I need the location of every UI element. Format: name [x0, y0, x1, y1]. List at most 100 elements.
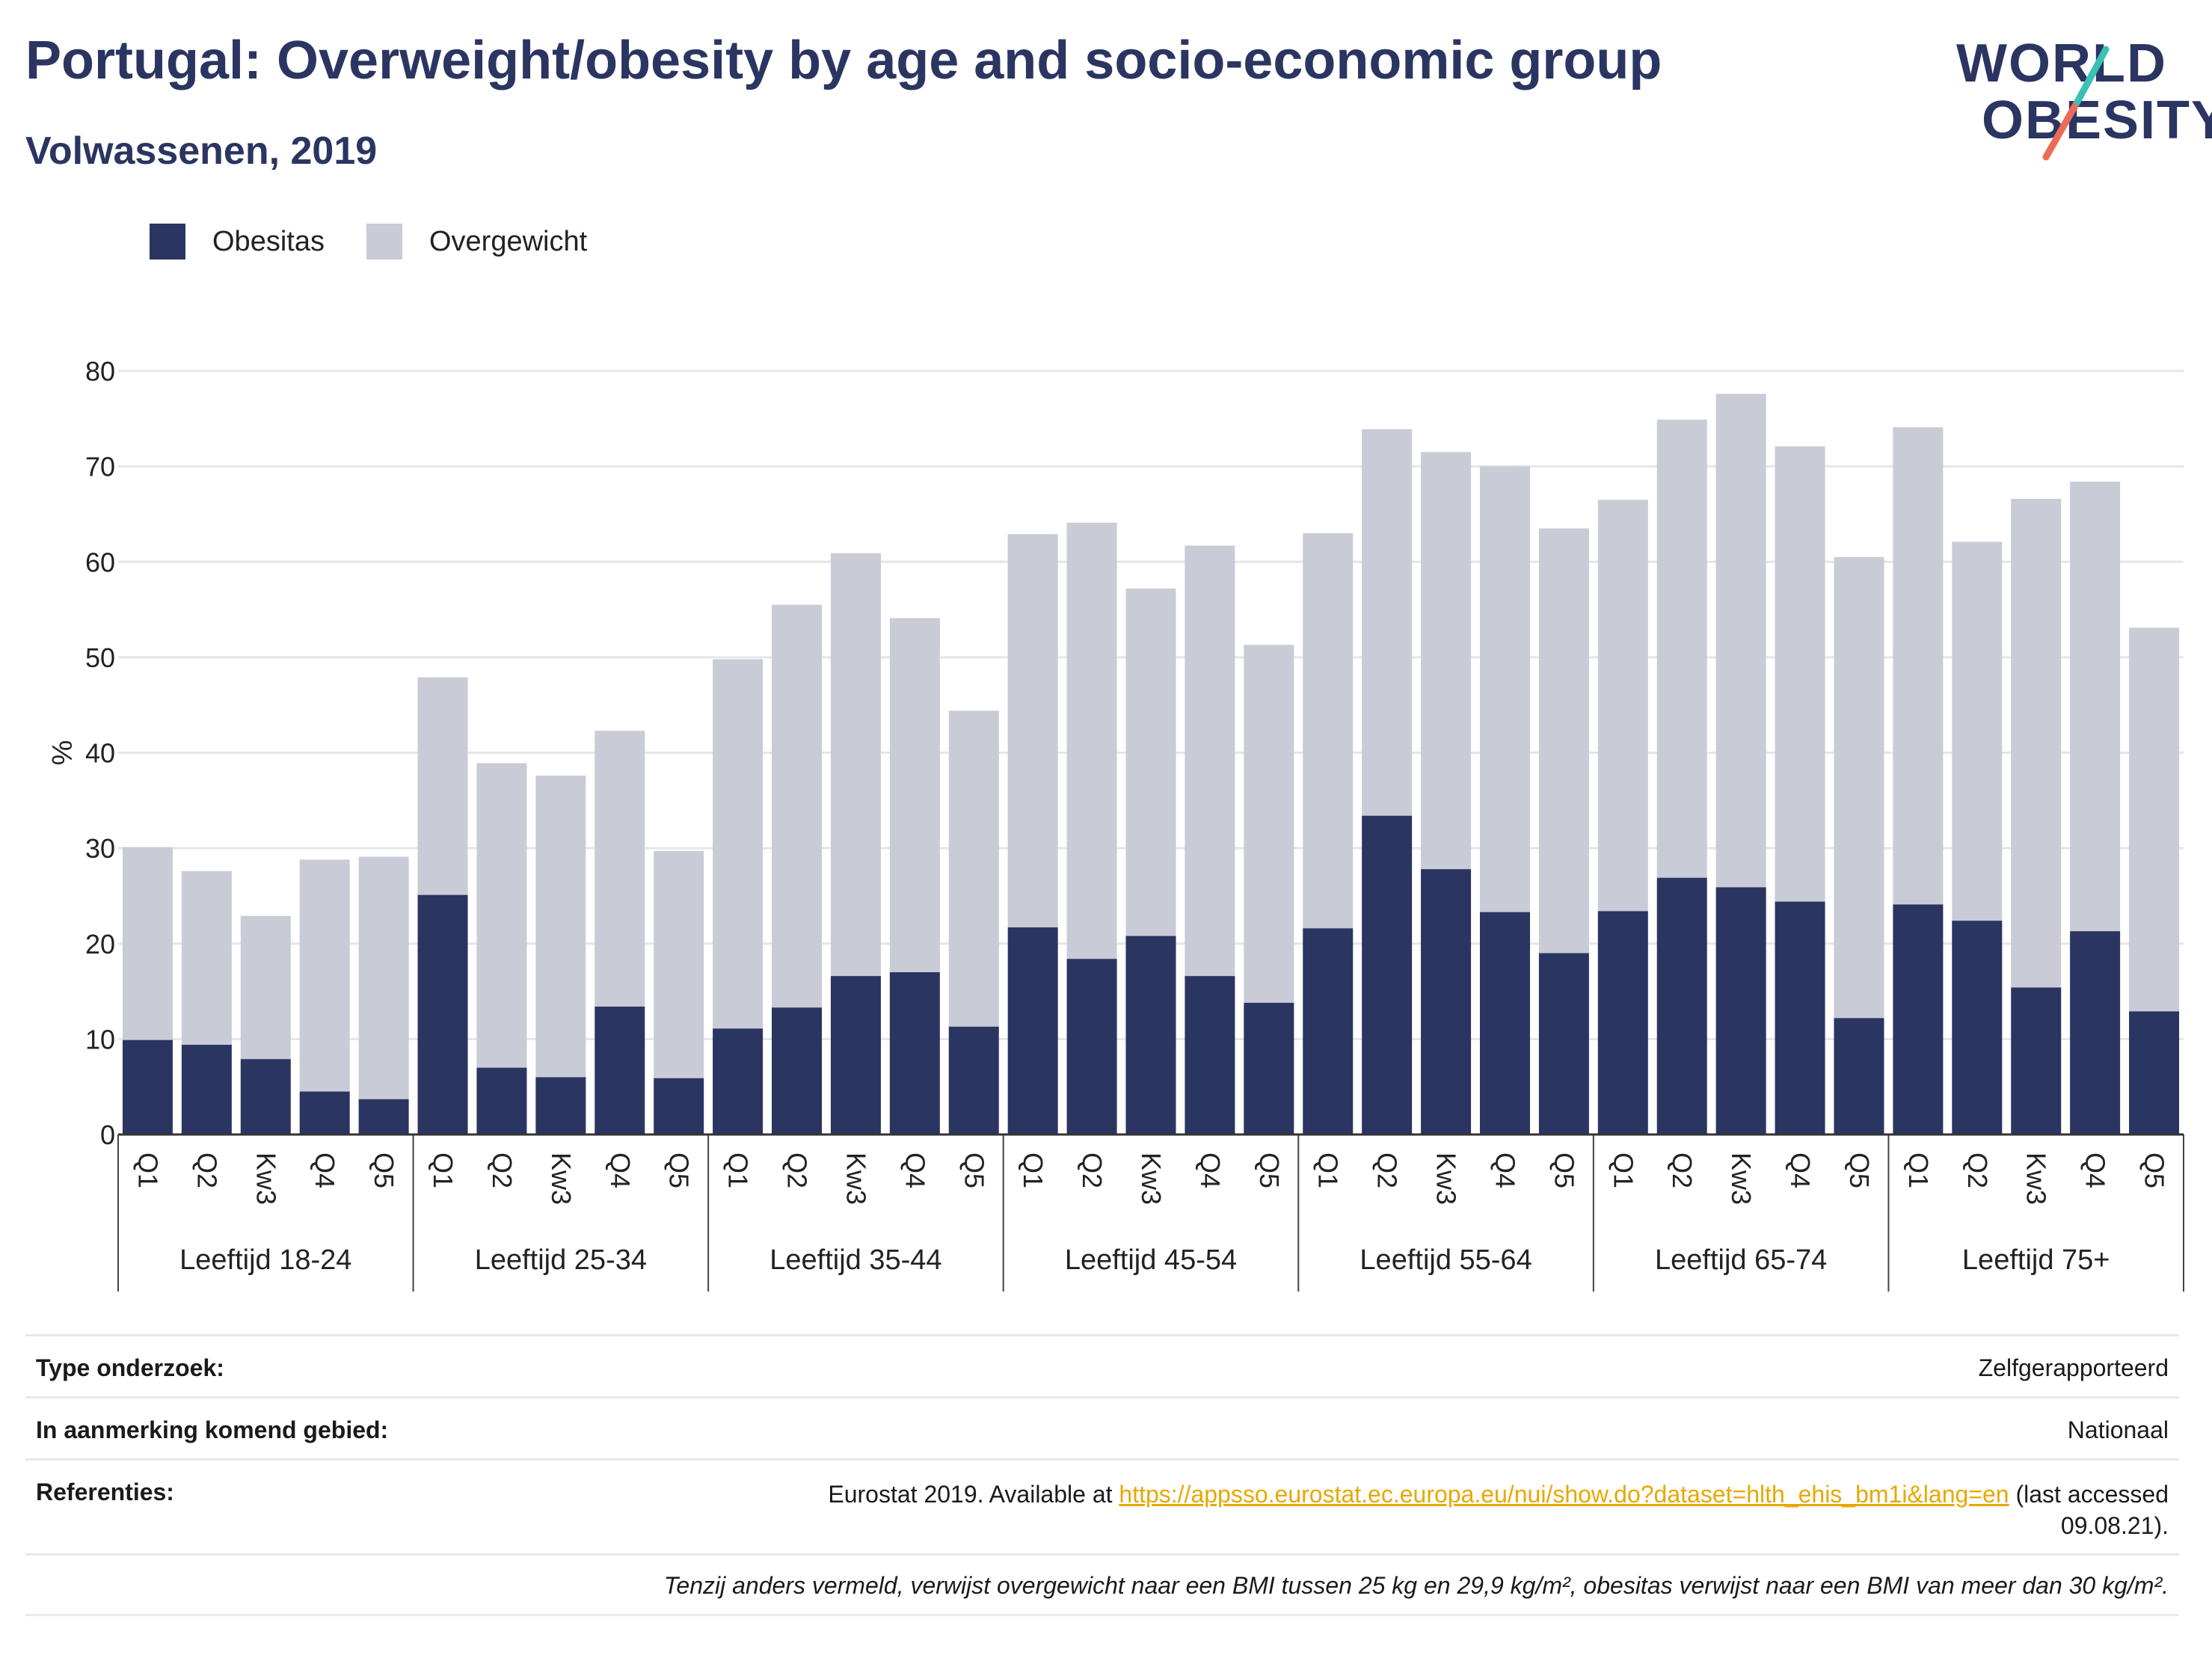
definition-note: Tenzij anders vermeld, verwijst overgewi…	[663, 1572, 2169, 1599]
x-tick-label: Kw3	[841, 1152, 871, 1205]
x-tick-label: Kw3	[1431, 1152, 1462, 1205]
bar-overgewicht	[1066, 522, 1117, 959]
bar-obesitas	[1244, 1002, 1294, 1134]
bar-obesitas	[1125, 936, 1176, 1134]
x-tick-label: Q4	[2080, 1152, 2111, 1188]
x-tick-label: Q5	[1254, 1152, 1285, 1188]
x-tick-label: Q1	[1313, 1152, 1344, 1188]
bar-overgewicht	[358, 856, 409, 1099]
bar-overgewicht	[1479, 466, 1530, 912]
bar-overgewicht	[1715, 393, 1766, 888]
bar-obesitas	[1185, 976, 1235, 1134]
bar-obesitas	[417, 894, 468, 1134]
y-tick-label: 50	[85, 642, 115, 673]
bar-overgewicht	[1007, 534, 1058, 928]
y-tick-label: 80	[85, 356, 115, 387]
logo-text-line2: OBESITY	[1982, 90, 2212, 150]
bar-overgewicht	[948, 710, 999, 1027]
reference-link[interactable]: https://appsso.eurostat.ec.europa.eu/nui…	[1119, 1481, 2009, 1508]
bar-overgewicht	[1834, 556, 1884, 1019]
info-value-type: Zelfgerapporteerd	[1978, 1354, 2169, 1381]
x-tick-label: Q1	[1018, 1152, 1048, 1188]
bar-obesitas	[772, 1007, 823, 1134]
y-tick-label: 70	[85, 452, 115, 482]
bar-obesitas	[476, 1067, 527, 1134]
info-value-area: Nationaal	[2067, 1416, 2169, 1443]
bar-overgewicht	[830, 553, 881, 977]
bar-obesitas	[240, 1059, 291, 1134]
x-tick-label: Q2	[1077, 1152, 1107, 1188]
bar-overgewicht	[654, 850, 704, 1078]
bar-overgewicht	[889, 618, 940, 973]
x-tick-label: Q4	[1785, 1152, 1816, 1188]
bar-obesitas	[1479, 912, 1530, 1134]
x-tick-label: Q2	[1372, 1152, 1403, 1188]
bar-overgewicht	[1125, 588, 1176, 936]
bar-overgewicht	[535, 776, 586, 1078]
chart-title: Portugal: Overweight/obesity by age and …	[25, 31, 1662, 90]
chart-subtitle: Volwassenen, 2019	[25, 129, 378, 173]
bar-obesitas	[1893, 904, 1944, 1134]
x-tick-label: Kw3	[2021, 1152, 2052, 1205]
legend-item-overgewicht: Overgewicht	[366, 224, 587, 260]
bar-overgewicht	[240, 915, 291, 1060]
bar-overgewicht	[713, 659, 764, 1029]
bar-overgewicht	[1656, 420, 1707, 878]
group-label: Leeftijd 45-54	[1065, 1244, 1237, 1276]
bar-obesitas	[535, 1077, 586, 1134]
x-tick-label: Q5	[1549, 1152, 1579, 1188]
bar-obesitas	[181, 1045, 232, 1134]
y-tick-label: 40	[85, 738, 115, 769]
bar-obesitas	[948, 1026, 999, 1134]
bar-obesitas	[1066, 959, 1117, 1134]
x-tick-label: Q5	[664, 1152, 695, 1188]
info-row-references: Referenties: Eurostat 2019. Available at…	[25, 1458, 2179, 1553]
bar-overgewicht	[2011, 499, 2062, 988]
y-tick-label: 20	[85, 929, 115, 959]
info-key-area: In aanmerking komend gebied:	[36, 1416, 389, 1443]
y-tick-label: 10	[85, 1024, 115, 1054]
world-obesity-logo: WORLD OBESITY	[1944, 27, 2212, 162]
y-axis-label: %	[46, 740, 77, 766]
bar-obesitas	[1715, 887, 1766, 1134]
info-row-area: In aanmerking komend gebied: Nationaal	[25, 1396, 2179, 1458]
x-tick-label: Q5	[369, 1152, 399, 1188]
bar-overgewicht	[1597, 500, 1648, 912]
bar-overgewicht	[181, 871, 232, 1045]
legend-label-overgewicht: Overgewicht	[428, 225, 588, 257]
x-tick-label: Kw3	[1136, 1152, 1167, 1205]
bar-overgewicht	[1185, 545, 1235, 977]
bar-overgewicht	[1893, 427, 1944, 905]
bar-obesitas	[1007, 927, 1058, 1134]
info-row-type: Type onderzoek: Zelfgerapporteerd	[25, 1334, 2179, 1396]
info-key-type: Type onderzoek:	[36, 1354, 224, 1381]
bar-obesitas	[1775, 901, 1825, 1134]
x-tick-label: Q4	[310, 1152, 340, 1188]
bar-obesitas	[713, 1028, 764, 1134]
x-tick-label: Q1	[1608, 1152, 1638, 1188]
x-tick-label: Q4	[900, 1152, 930, 1188]
bar-obesitas	[1597, 911, 1648, 1134]
x-tick-label: Q5	[2139, 1152, 2170, 1188]
bar-overgewicht	[2070, 482, 2121, 932]
y-tick-label: 60	[85, 547, 115, 577]
bar-overgewicht	[595, 731, 645, 1007]
x-tick-label: Q2	[191, 1152, 222, 1188]
info-row-note: Tenzij anders vermeld, verwijst overgewi…	[25, 1553, 2179, 1616]
bar-obesitas	[1362, 815, 1413, 1134]
info-table: Type onderzoek: Zelfgerapporteerd In aan…	[25, 1334, 2179, 1616]
bar-obesitas	[1421, 869, 1472, 1134]
bar-overgewicht	[2129, 627, 2180, 1012]
group-label: Leeftijd 25-34	[475, 1244, 647, 1276]
bar-obesitas	[2070, 931, 2121, 1134]
x-tick-label: Q5	[959, 1152, 989, 1188]
group-label: Leeftijd 55-64	[1360, 1244, 1531, 1276]
bar-obesitas	[1538, 953, 1589, 1134]
bar-obesitas	[1952, 921, 2003, 1134]
x-tick-label: Q4	[1490, 1152, 1520, 1188]
chart-legend: Obesitas Overgewicht	[150, 221, 629, 262]
x-tick-label: Kw3	[546, 1152, 577, 1205]
legend-swatch-overgewicht	[366, 224, 402, 260]
bar-overgewicht	[1775, 446, 1825, 902]
x-tick-label: Q1	[428, 1152, 458, 1188]
